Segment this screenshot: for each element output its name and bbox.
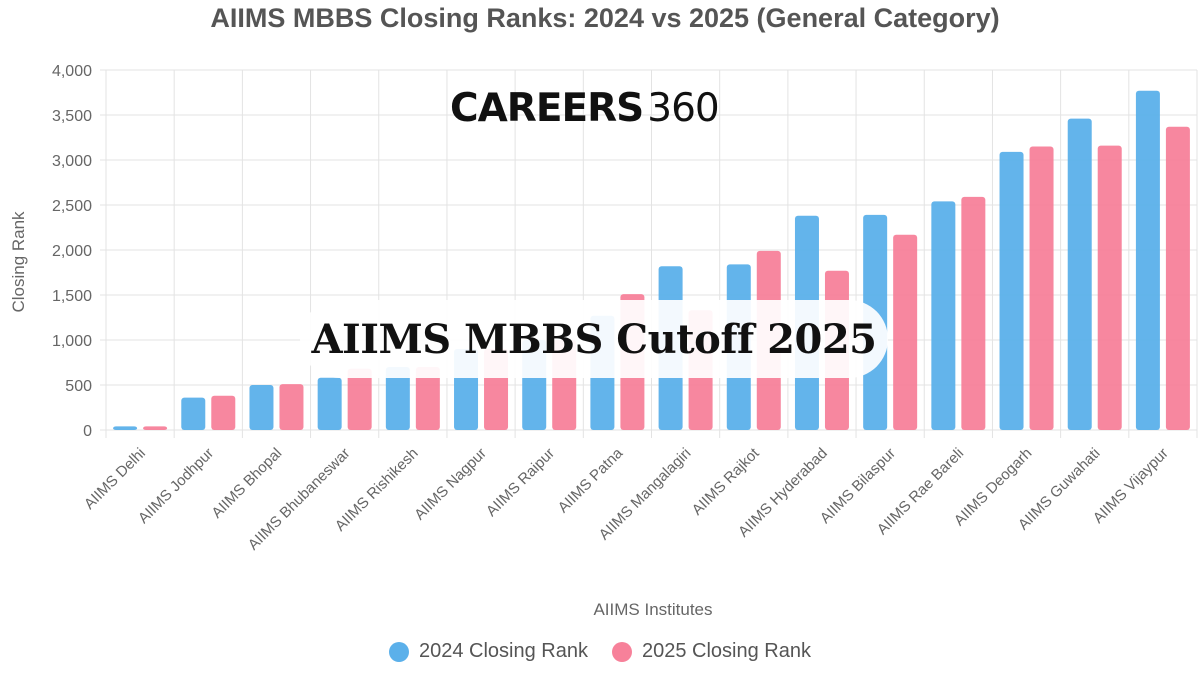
- y-tick-label: 3,500: [52, 108, 92, 125]
- y-axis-ticks: 0 500 1,000 1,500 2,000 2,500 3,000 3,500 4,000: [52, 63, 92, 440]
- bar-2025[interactable]: [415, 367, 440, 430]
- y-tick-label: 2,000: [52, 243, 92, 260]
- bar-2025[interactable]: [1029, 146, 1054, 431]
- bar-2025[interactable]: [211, 395, 236, 430]
- cutoff-banner: AIIMS MBBS Cutoff 2025: [300, 300, 888, 378]
- bar-2024[interactable]: [931, 201, 956, 430]
- x-tick-label: AIIMS Nagpur: [411, 445, 490, 524]
- legend-swatch-2025: [612, 641, 632, 662]
- logo-wordmark: CAREERS: [450, 86, 644, 131]
- y-tick-label: 1,000: [52, 333, 92, 350]
- bar-2024[interactable]: [385, 367, 410, 430]
- x-axis-title: AIIMS Institutes: [593, 600, 712, 619]
- bar-2025[interactable]: [347, 368, 372, 430]
- bar-2025[interactable]: [961, 196, 986, 430]
- bar-2025[interactable]: [1165, 126, 1190, 430]
- cutoff-banner-text: AIIMS MBBS Cutoff 2025: [311, 315, 878, 363]
- y-tick-label: 1,500: [52, 288, 92, 305]
- y-tick-label: 0: [83, 423, 92, 440]
- bar-2024[interactable]: [113, 426, 138, 430]
- legend-swatch-2024: [389, 641, 409, 662]
- bar-2024[interactable]: [1135, 90, 1160, 430]
- legend-item-2025[interactable]: 2025 Closing Rank: [612, 640, 811, 663]
- legend-item-2024[interactable]: 2024 Closing Rank: [389, 640, 588, 663]
- x-tick-label: AIIMS Raipur: [483, 445, 558, 520]
- chart-legend: 2024 Closing Rank 2025 Closing Rank: [0, 640, 1200, 663]
- y-tick-label: 2,500: [52, 198, 92, 215]
- bar-2024[interactable]: [249, 385, 274, 430]
- bar-2025[interactable]: [279, 384, 304, 430]
- logo-number: 360: [647, 86, 719, 131]
- chart-title: AIIMS MBBS Closing Ranks: 2024 vs 2025 (…: [210, 3, 999, 33]
- x-tick-label: AIIMS Rajkot: [689, 444, 763, 518]
- legend-label-2024: 2024 Closing Rank: [419, 640, 588, 662]
- y-tick-label: 4,000: [52, 63, 92, 80]
- y-axis-title: Closing Rank: [9, 211, 28, 313]
- x-tick-label: AIIMS Bhopal: [208, 445, 285, 522]
- y-tick-label: 3,000: [52, 153, 92, 170]
- legend-label-2025: 2025 Closing Rank: [642, 640, 811, 662]
- bar-2024[interactable]: [999, 151, 1024, 430]
- careers360-logo: CAREERS 360: [450, 86, 720, 134]
- bar-2025[interactable]: [1097, 145, 1122, 430]
- bar-2024[interactable]: [1067, 118, 1092, 430]
- bar-2024[interactable]: [317, 377, 342, 430]
- x-tick-label: AIIMS Patna: [555, 444, 627, 516]
- x-tick-label: AIIMS Delhi: [81, 445, 149, 513]
- bar-2025[interactable]: [143, 426, 168, 430]
- bar-2024[interactable]: [181, 397, 206, 430]
- bar-2025[interactable]: [893, 234, 918, 430]
- y-tick-label: 500: [65, 378, 92, 395]
